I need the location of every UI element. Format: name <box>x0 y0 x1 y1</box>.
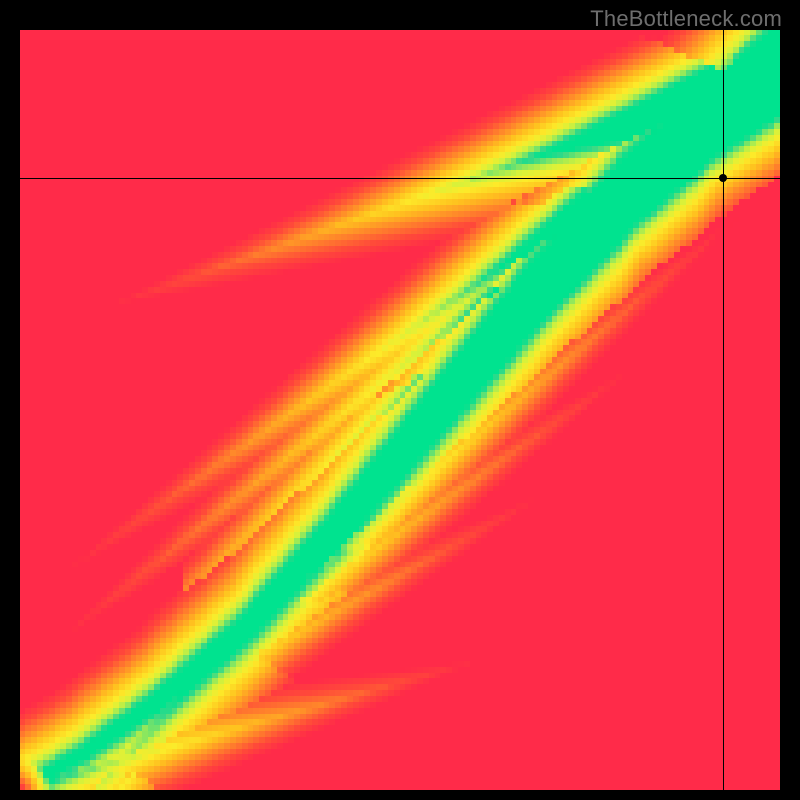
crosshair-horizontal <box>20 178 780 179</box>
crosshair-marker-dot <box>719 174 727 182</box>
heatmap-canvas <box>20 30 780 790</box>
plot-area <box>20 30 780 790</box>
chart-container: TheBottleneck.com <box>0 0 800 800</box>
watermark-text: TheBottleneck.com <box>590 6 782 32</box>
crosshair-vertical <box>723 30 724 790</box>
